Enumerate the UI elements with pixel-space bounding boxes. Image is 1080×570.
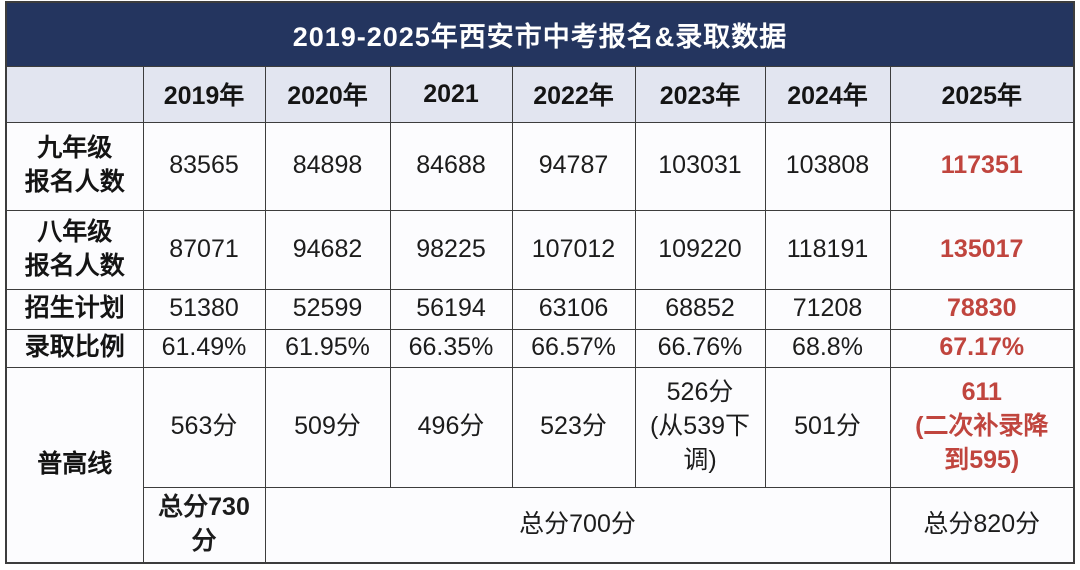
year-header-2020: 2020年 [264,65,391,123]
data-cell: 526分 (从539下 调) [634,366,766,488]
row-label-admission-ratio: 录取比例 [5,328,144,368]
data-cell: 94787 [511,121,636,211]
row-label-grade9: 九年级 报名人数 [5,121,144,211]
data-cell: 66.35% [389,328,513,368]
highlight-cell-2025: 135017 [889,209,1075,290]
total-score-2025: 总分820分 [889,486,1075,564]
row-label-highschool-cutoff: 普高线 [5,366,144,564]
row-label-enrollment-plan: 招生计划 [5,288,144,330]
data-cell: 61.95% [264,328,391,368]
page-title: 2019-2025年西安市中考报名&录取数据 [5,1,1075,67]
data-cell: 63106 [511,288,636,330]
data-cell: 107012 [511,209,636,290]
data-cell: 103808 [764,121,891,211]
table-row-grade8-registrants: 八年级 报名人数 87071 94682 98225 107012 109220… [5,209,1075,290]
data-cell: 51380 [142,288,266,330]
data-cell: 563分 [142,366,266,488]
data-cell: 66.76% [634,328,766,368]
table-row-grade9-registrants: 九年级 报名人数 83565 84898 84688 94787 103031 … [5,121,1075,211]
data-cell: 109220 [634,209,766,290]
data-cell: 61.49% [142,328,266,368]
highlight-cell-2025: 67.17% [889,328,1075,368]
table-row-enrollment-plan: 招生计划 51380 52599 56194 63106 68852 71208… [5,288,1075,330]
data-cell: 496分 [389,366,513,488]
data-cell: 71208 [764,288,891,330]
data-cell: 94682 [264,209,391,290]
data-cell: 66.57% [511,328,636,368]
data-cell: 103031 [634,121,766,211]
exam-data-table-container: 2019-2025年西安市中考报名&录取数据 2019年 2020年 2021 … [5,1,1075,567]
data-cell: 523分 [511,366,636,488]
highlight-cell-2025: 78830 [889,288,1075,330]
year-header-2021: 2021 [389,65,513,123]
data-cell: 98225 [389,209,513,290]
table-row-highschool-cutoff: 普高线 563分 509分 496分 523分 526分 (从539下 调) 5… [5,366,1075,564]
data-cell: 68.8% [764,328,891,368]
corner-cell [5,65,144,123]
row-label-grade8: 八年级 报名人数 [5,209,144,290]
total-score-2020-2024: 总分700分 [264,486,891,564]
data-cell: 87071 [142,209,266,290]
data-cell: 68852 [634,288,766,330]
data-cell: 84688 [389,121,513,211]
year-header-2024: 2024年 [764,65,891,123]
table-row-total-score: 总分730 分 总分700分 总分820分 [6,486,1075,564]
title-row: 2019-2025年西安市中考报名&录取数据 [5,1,1075,67]
highlight-cell-2025: 611 (二次补录降 到595) [889,366,1075,488]
year-header-2025: 2025年 [889,65,1075,123]
table-row-admission-ratio: 录取比例 61.49% 61.95% 66.35% 66.57% 66.76% … [5,328,1075,368]
data-cell: 509分 [264,366,391,488]
year-header-row: 2019年 2020年 2021 2022年 2023年 2024年 2025年 [5,65,1075,123]
exam-data-table: 2019-2025年西安市中考报名&录取数据 2019年 2020年 2021 … [5,1,1075,564]
total-score-2019: 总分730 分 [142,486,266,564]
highlight-cell-2025: 117351 [889,121,1075,211]
data-cell: 56194 [389,288,513,330]
data-cell: 52599 [264,288,391,330]
data-cell: 83565 [142,121,266,211]
year-header-2023: 2023年 [634,65,766,123]
year-header-2022: 2022年 [511,65,636,123]
data-cell: 118191 [764,209,891,290]
year-header-2019: 2019年 [142,65,266,123]
data-cell: 84898 [264,121,391,211]
data-cell: 501分 [764,366,891,488]
